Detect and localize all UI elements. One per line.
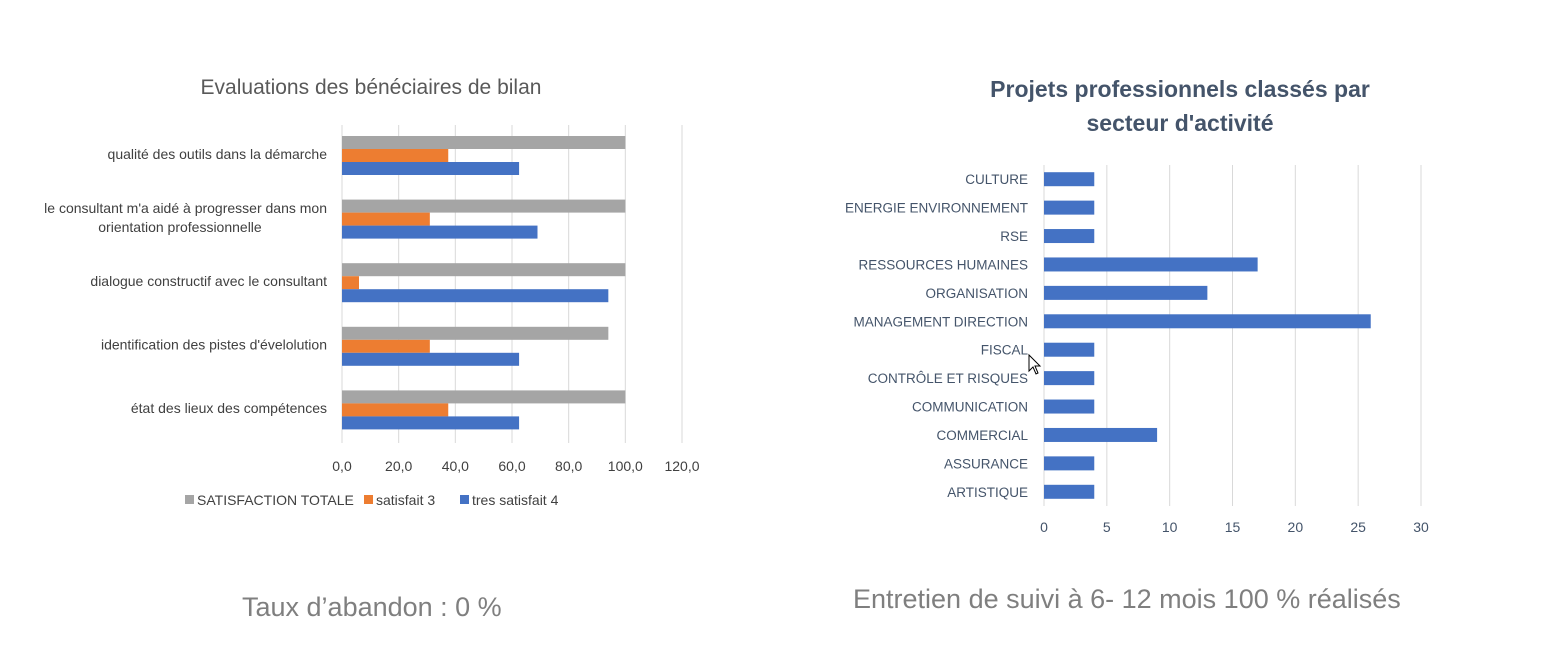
bar <box>342 136 626 149</box>
bar <box>1044 484 1095 499</box>
legend-label: tres satisfait 4 <box>472 492 559 508</box>
bar <box>1044 285 1208 300</box>
x-tick-label: 25 <box>1350 519 1366 535</box>
bar <box>1044 229 1095 244</box>
category-label: état des lieux des compétences <box>131 400 327 416</box>
chart-title-line-2: secteur d'activité <box>1087 110 1274 136</box>
x-tick-label: 0,0 <box>332 458 352 474</box>
category-label: ARTISTIQUE <box>947 485 1028 500</box>
x-tick-label: 40,0 <box>442 458 469 474</box>
x-tick-label: 20 <box>1288 519 1304 535</box>
x-tick-label: 15 <box>1225 519 1241 535</box>
caption-follow-up: Entretien de suivi à 6- 12 mois 100 % ré… <box>853 584 1401 614</box>
x-tick-label: 30 <box>1413 519 1429 535</box>
bar <box>342 162 520 175</box>
category-label: ORGANISATION <box>925 286 1028 301</box>
category-label: CONTRÔLE ET RISQUES <box>868 371 1028 386</box>
category-label: le consultant m'a aidé à progresser dans… <box>44 200 327 216</box>
x-tick-label: 80,0 <box>555 458 582 474</box>
bar <box>342 390 626 404</box>
bar <box>1044 427 1158 442</box>
category-label: COMMERCIAL <box>936 428 1028 443</box>
x-tick-label: 60,0 <box>498 458 525 474</box>
bar <box>342 276 359 290</box>
bar <box>1044 172 1095 187</box>
bar <box>342 339 430 353</box>
bar <box>342 212 430 226</box>
bar <box>342 225 538 239</box>
category-label: COMMUNICATION <box>912 400 1028 415</box>
category-label: ENERGIE ENVIRONNEMENT <box>845 201 1028 216</box>
legend-label: SATISFACTION TOTALE <box>197 492 354 508</box>
category-label: identification des pistes d'évelolution <box>101 337 327 353</box>
caption-dropout-rate: Taux d’abandon : 0 % <box>242 592 502 622</box>
category-label: ASSURANCE <box>944 456 1028 471</box>
bar <box>342 403 449 417</box>
bar <box>342 263 626 277</box>
category-label: MANAGEMENT DIRECTION <box>853 314 1028 329</box>
bar <box>342 416 520 430</box>
bar <box>1044 314 1371 329</box>
bar <box>342 199 626 213</box>
x-tick-label: 120,0 <box>664 458 699 474</box>
bar <box>1044 399 1095 414</box>
bar <box>342 326 609 340</box>
legend-swatch <box>185 495 194 504</box>
x-tick-label: 5 <box>1103 519 1111 535</box>
x-tick-label: 10 <box>1162 519 1178 535</box>
bar <box>1044 342 1095 357</box>
category-label: RSE <box>1000 229 1028 244</box>
legend-swatch <box>364 495 373 504</box>
bar <box>342 149 449 162</box>
chart-title: Evaluations des bénéciaires de bilan <box>201 76 542 99</box>
x-tick-label: 0 <box>1040 519 1048 535</box>
category-label: RESSOURCES HUMAINES <box>858 257 1028 272</box>
bar <box>342 352 520 366</box>
x-tick-label: 20,0 <box>385 458 412 474</box>
category-label: qualité des outils dans la démarche <box>108 146 328 162</box>
category-label: CULTURE <box>965 172 1028 187</box>
category-label: FISCAL <box>981 343 1029 358</box>
category-label: orientation professionnelle <box>98 219 262 235</box>
bar <box>342 289 609 303</box>
bar <box>1044 371 1095 386</box>
legend-swatch <box>460 495 469 504</box>
legend-label: satisfait 3 <box>376 492 435 508</box>
bar <box>1044 257 1258 272</box>
x-tick-label: 100,0 <box>608 458 643 474</box>
bar <box>1044 456 1095 471</box>
cursor-icon <box>1028 353 1042 375</box>
bar <box>1044 200 1095 215</box>
category-label: dialogue constructif avec le consultant <box>90 273 327 289</box>
chart-title-line-1: Projets professionnels classés par <box>990 76 1370 102</box>
